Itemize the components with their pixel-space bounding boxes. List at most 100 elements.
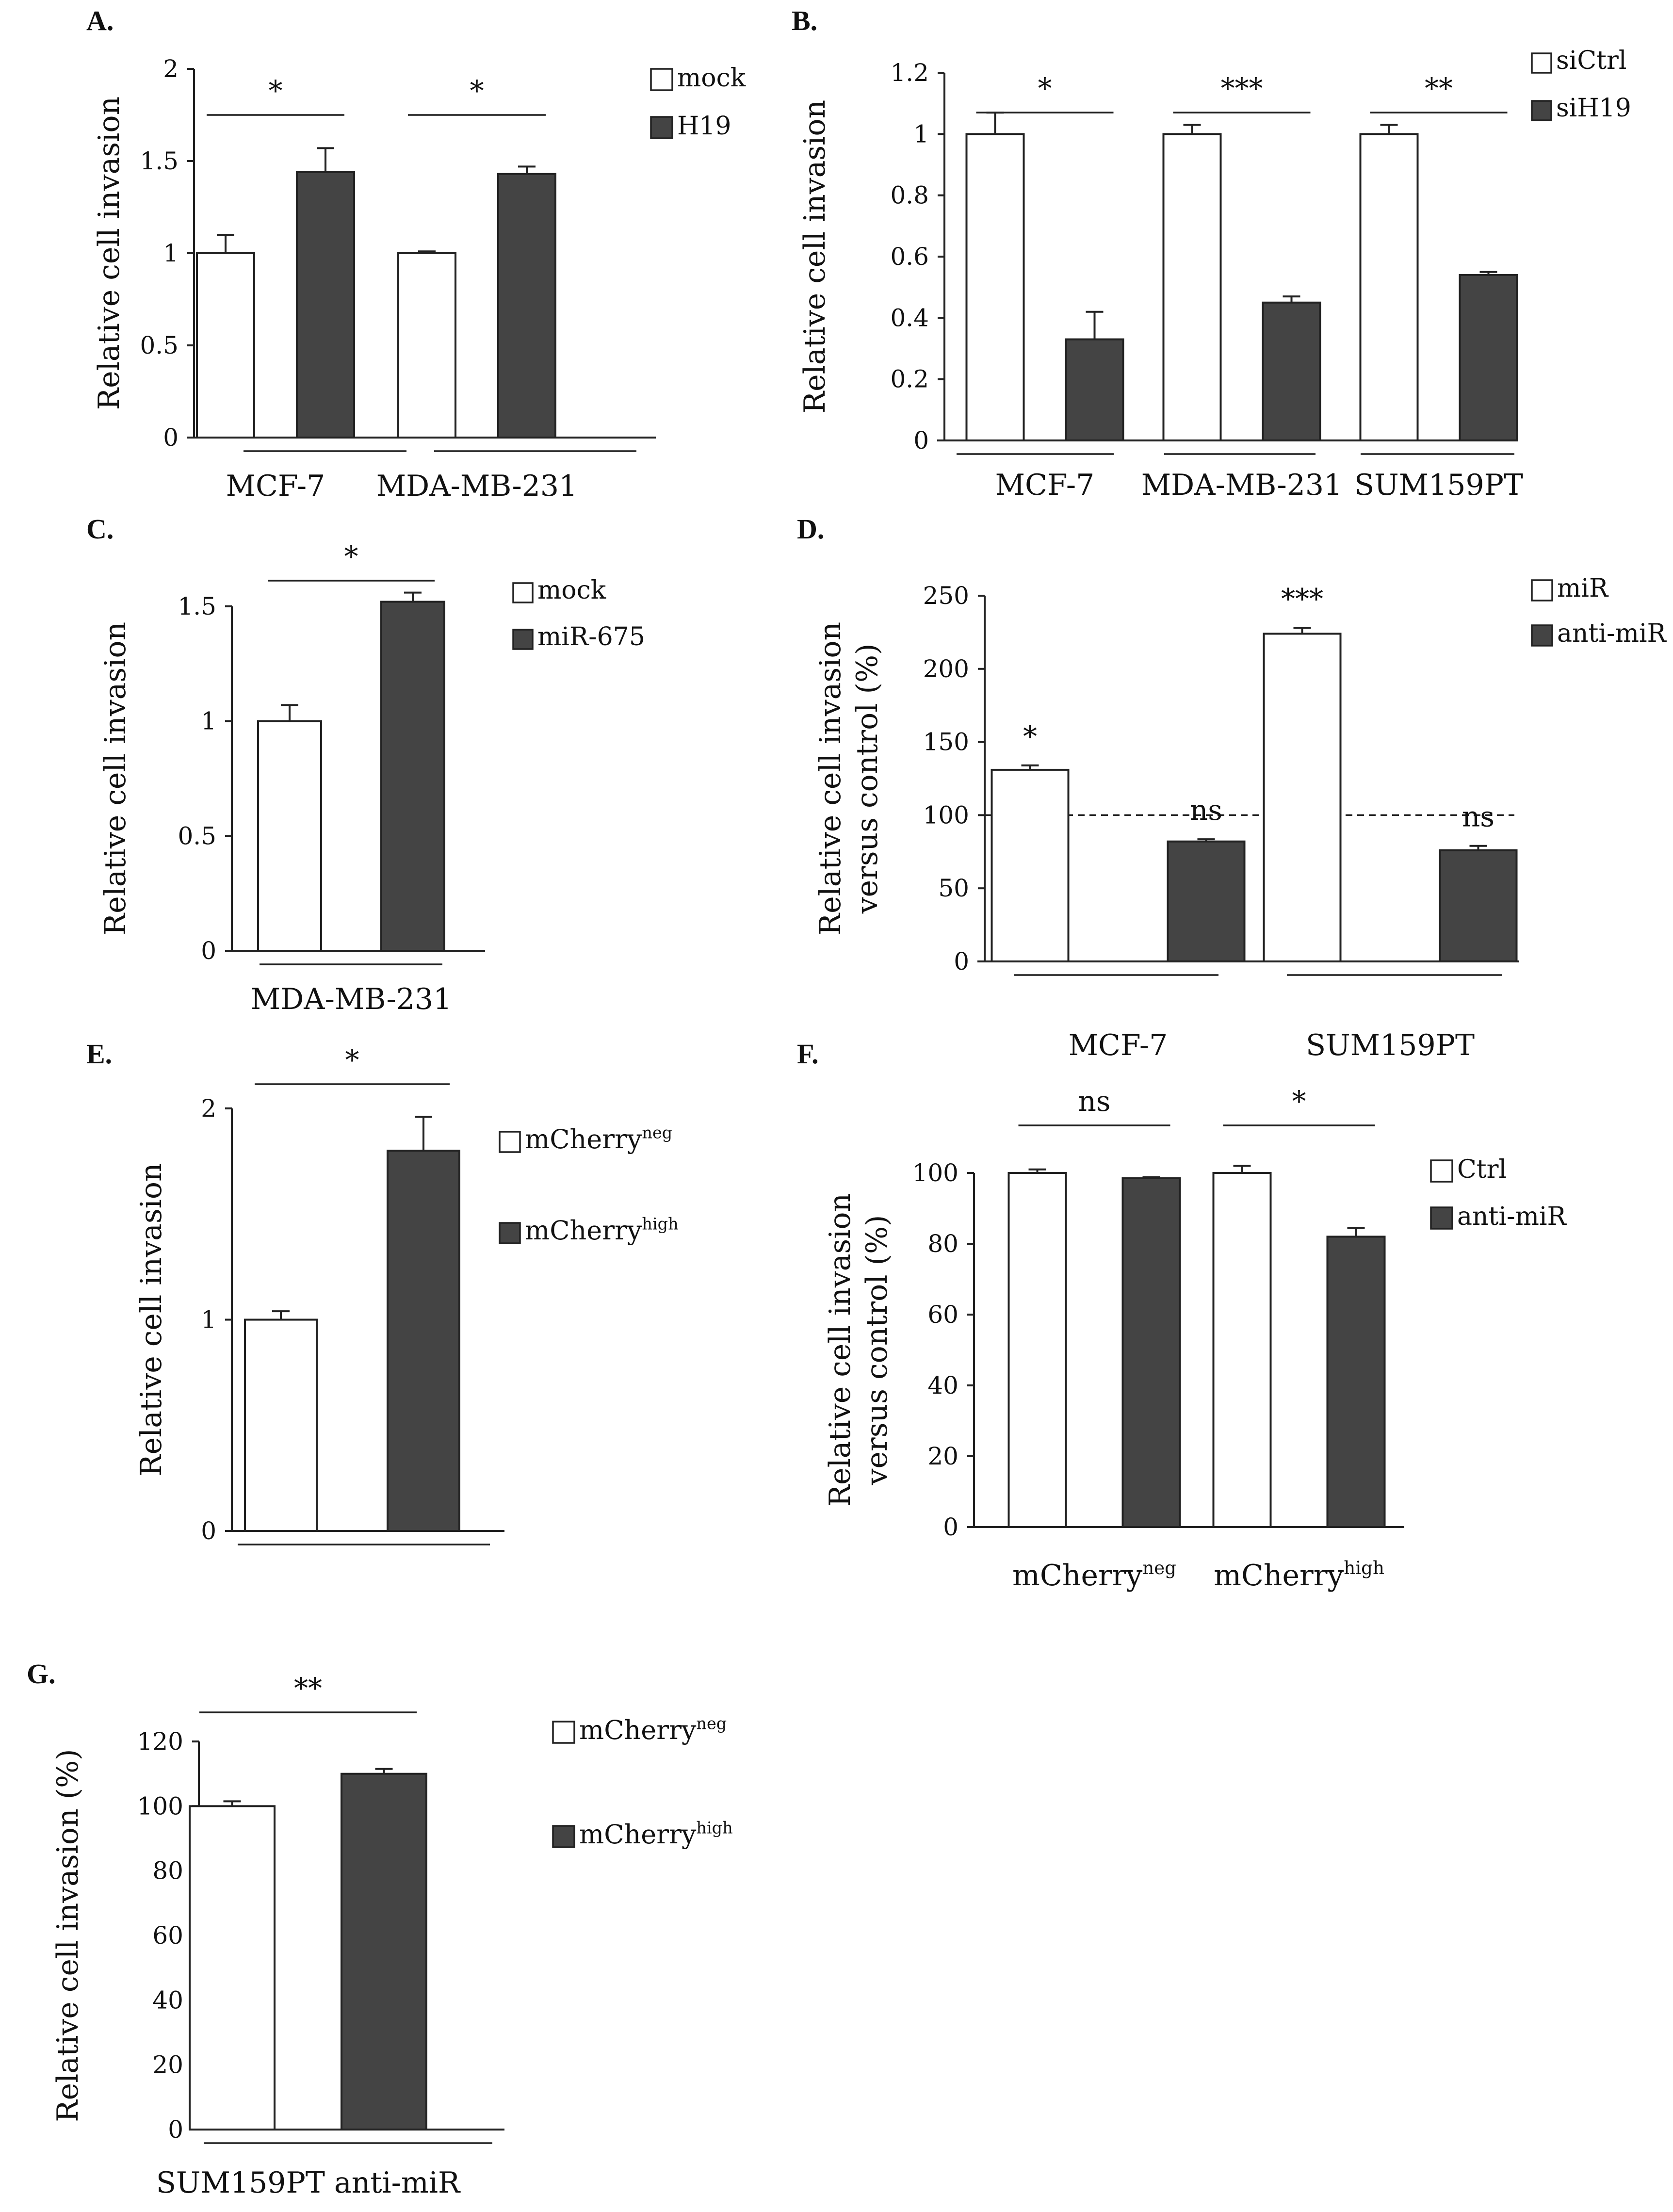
bar-1-anti-mir	[1439, 849, 1518, 963]
bar-0-mir-675	[380, 601, 445, 952]
y-tick-label: 1	[913, 120, 929, 148]
y-tick-label: 100	[912, 1159, 958, 1187]
y-tick-label: 60	[152, 1921, 183, 1950]
bar-0-sictrl	[965, 133, 1025, 442]
y-axis-label-line: Relative cell invasion	[798, 100, 832, 413]
category-label: MDA-MB-231	[1141, 468, 1343, 502]
y-axis-label-line: versus control (%)	[850, 644, 884, 914]
bar-0-sih19	[1065, 338, 1124, 441]
significance-label: ns	[1462, 800, 1494, 833]
significance-label: *	[1023, 720, 1037, 753]
legend-label: Ctrl	[1457, 1155, 1507, 1184]
bar-0-mock	[257, 720, 322, 952]
bar-0-mock	[196, 252, 255, 439]
significance-label: ns	[1078, 1085, 1110, 1118]
legend-label: mock	[677, 64, 746, 93]
category-label: MCF-7	[226, 469, 325, 503]
significance-label: *	[345, 1043, 359, 1076]
legend-label-sup: neg	[696, 1714, 727, 1733]
legend-swatch	[1430, 1159, 1453, 1183]
y-axis-label-line: Relative cell invasion	[823, 1193, 857, 1507]
legend-swatch	[650, 68, 673, 91]
legend-swatch	[499, 1222, 521, 1244]
y-tick-label: 0	[163, 423, 179, 452]
y-tick-label: 2	[163, 55, 179, 83]
y-axis-label-line: Relative cell invasion	[98, 622, 132, 935]
y-tick-label: 0.5	[140, 331, 179, 359]
y-tick-label: 100	[923, 801, 969, 829]
legend-label: mCherryneg	[579, 1714, 727, 1745]
y-axis-label: Relative cell invasion	[134, 1163, 168, 1476]
significance-label: *	[344, 540, 358, 573]
legend-label-base: mCherry	[579, 1715, 697, 1745]
legend-label: miR	[1557, 574, 1609, 603]
y-tick-label: 0	[168, 2115, 183, 2144]
legend-label: anti-miR	[1557, 619, 1667, 648]
y-tick-label: 200	[923, 655, 969, 683]
panel-d: D. 0 50 100 150 200 250 Relative cell invasion v…	[797, 513, 1667, 1062]
y-axis-label: Relative cell invasion versus control (%)	[823, 1193, 894, 1507]
y-tick-label: 0	[201, 937, 216, 965]
y-axis-label-line: versus control (%)	[860, 1215, 894, 1486]
legend-label: miR-675	[537, 622, 645, 651]
bar-1-mock	[397, 252, 456, 439]
panel-f: F. 0 20 40 60 80 100 Relative cell invasion vers…	[797, 1038, 1567, 1593]
y-tick-label: 0.6	[890, 243, 929, 271]
legend-swatch	[1531, 52, 1552, 74]
significance-label: ***	[1281, 582, 1323, 615]
y-axis-label-line: Relative cell invasion (%)	[51, 1749, 85, 2122]
category-label: MCF-7	[995, 468, 1095, 502]
legend-label: mCherryhigh	[525, 1214, 679, 1246]
legend-swatch	[552, 1721, 575, 1744]
y-tick-label: 120	[137, 1727, 183, 1756]
y-tick-label: 0	[954, 947, 969, 976]
legend-label-sup: neg	[642, 1123, 672, 1142]
bar-1-sictrl	[1162, 133, 1222, 442]
y-tick-label: 60	[927, 1301, 958, 1329]
legend-swatch	[552, 1825, 575, 1848]
legend-label-base: mCherry	[525, 1215, 642, 1246]
significance-label: **	[1425, 72, 1453, 105]
legend-swatch	[499, 1131, 521, 1153]
y-tick-label: 1.2	[890, 59, 929, 87]
legend-swatch	[650, 116, 673, 139]
legend-label: mCherryneg	[525, 1123, 672, 1155]
panel-label: F.	[797, 1038, 819, 1070]
y-tick-label: 100	[137, 1792, 183, 1820]
legend-swatch	[512, 582, 534, 603]
category-label: mCherryneg	[1012, 1557, 1176, 1593]
legend-swatch	[1430, 1206, 1453, 1230]
y-axis-label-line: Relative cell invasion	[813, 622, 847, 935]
category-label: MCF-7	[1069, 1028, 1168, 1062]
y-tick-label: 0.8	[890, 181, 929, 210]
y-tick-label: 250	[923, 582, 969, 610]
legend-swatch	[1531, 624, 1553, 647]
bar-0-anti-mir	[1167, 840, 1246, 962]
category-label: SUM159PT anti-miR	[156, 2166, 461, 2200]
panel-label: D.	[797, 513, 824, 545]
y-tick-label: 0	[943, 1513, 958, 1541]
y-tick-label: 0.4	[890, 304, 929, 332]
y-axis-label-line: Relative cell invasion	[92, 97, 126, 410]
bar-0-mcherry	[189, 1805, 276, 2131]
bar-2-sih19	[1459, 274, 1518, 442]
y-axis-label: Relative cell invasion versus control (%)	[813, 622, 884, 935]
y-tick-label: 0.5	[178, 822, 216, 850]
y-tick-label: 1.5	[178, 592, 216, 620]
significance-label: *	[269, 74, 283, 107]
legend-label-sup: high	[696, 1818, 732, 1837]
y-axis-label-line: Relative cell invasion	[134, 1163, 168, 1476]
y-tick-label: 1	[201, 707, 216, 735]
category-label-base: mCherry	[1214, 1559, 1344, 1593]
category-label: SUM159PT	[1354, 468, 1523, 502]
y-tick-label: 1.5	[140, 147, 179, 175]
legend-swatch	[512, 629, 534, 650]
bar-1-mir	[1263, 633, 1342, 962]
category-label-sup: neg	[1142, 1557, 1176, 1578]
y-tick-label: 80	[152, 1857, 183, 1885]
significance-label: ns	[1190, 794, 1222, 827]
y-axis-label: Relative cell invasion (%)	[51, 1749, 85, 2122]
y-tick-label: 0	[913, 426, 929, 455]
panel-label: A.	[86, 5, 114, 36]
